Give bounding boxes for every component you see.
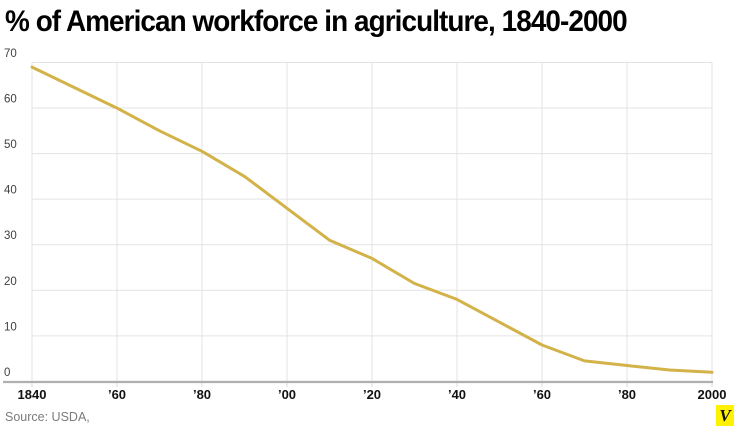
y-tick-label: 40 <box>4 185 17 197</box>
x-tick-label: ’60 <box>533 387 551 402</box>
x-tick-label: ’00 <box>278 387 296 402</box>
y-tick-label: 60 <box>4 94 17 106</box>
y-tick-label: 30 <box>4 230 17 242</box>
x-tick-label: ’60 <box>108 387 126 402</box>
x-tick-label: ’40 <box>448 387 466 402</box>
agriculture-share-line <box>30 65 714 374</box>
y-tick-label: 70 <box>4 48 17 60</box>
source-note: Source: USDA, <box>5 410 90 424</box>
y-tick-label: 50 <box>4 139 17 151</box>
y-tick-label: 0 <box>4 367 10 379</box>
vox-logo-letter: V <box>719 406 731 425</box>
x-tick-label: ’20 <box>363 387 381 402</box>
chart-title: % of American workforce in agriculture, … <box>5 5 628 38</box>
y-tick-label: 10 <box>4 321 17 333</box>
x-tick-label: ’80 <box>618 387 636 402</box>
x-tick-label: 2000 <box>698 387 727 402</box>
vox-logo: V <box>716 405 734 426</box>
x-tick-label: 1840 <box>18 387 47 402</box>
x-tick-label: ’80 <box>193 387 211 402</box>
y-tick-label: 20 <box>4 276 17 288</box>
